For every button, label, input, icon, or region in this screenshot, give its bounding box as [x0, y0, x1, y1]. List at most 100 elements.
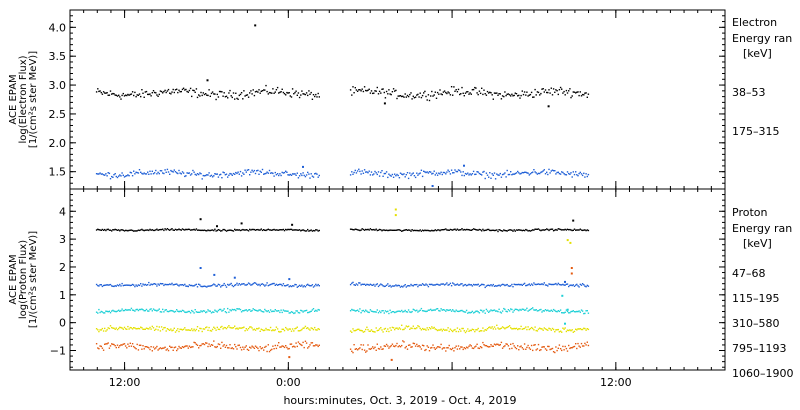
- data-point: [430, 283, 432, 286]
- data-point: [305, 230, 308, 232]
- legend-title: Energy ran: [732, 32, 792, 45]
- data-point: [307, 94, 309, 97]
- data-point: [571, 176, 573, 178]
- data-point: [304, 286, 307, 288]
- data-point: [489, 91, 491, 93]
- data-point: [467, 228, 469, 231]
- data-point: [570, 284, 572, 286]
- data-point: [187, 172, 189, 174]
- data-point: [155, 92, 157, 94]
- data-point: [254, 24, 257, 27]
- data-point: [258, 229, 260, 231]
- data-point: [131, 229, 134, 232]
- data-point: [223, 308, 225, 310]
- data-point: [376, 173, 378, 176]
- data-point: [433, 347, 435, 349]
- data-point: [368, 311, 370, 314]
- data-point: [164, 89, 166, 92]
- data-point: [105, 173, 107, 175]
- data-point: [555, 173, 557, 175]
- data-point: [504, 345, 506, 347]
- data-point: [571, 284, 573, 287]
- data-point: [562, 345, 564, 348]
- data-point: [568, 172, 570, 175]
- data-point: [468, 345, 470, 347]
- data-point: [463, 347, 465, 349]
- data-point: [203, 310, 206, 312]
- data-point: [457, 88, 460, 91]
- data-point: [167, 228, 170, 231]
- data-point: [529, 230, 532, 232]
- data-point: [462, 92, 464, 94]
- data-point: [280, 330, 282, 333]
- data-point: [184, 175, 186, 178]
- data-point: [425, 329, 427, 331]
- data-point: [166, 228, 169, 230]
- data-point: [236, 308, 238, 310]
- data-point: [317, 345, 319, 348]
- data-point: [156, 345, 158, 348]
- data-point: [528, 347, 530, 349]
- data-point: [380, 346, 382, 348]
- data-point: [462, 327, 464, 330]
- data-point: [97, 88, 99, 90]
- data-point: [225, 230, 228, 232]
- data-point: [404, 347, 406, 349]
- data-point: [298, 312, 301, 314]
- data-point: [135, 171, 137, 173]
- data-point: [163, 284, 165, 287]
- data-point: [174, 331, 177, 333]
- data-point: [546, 91, 548, 94]
- data-point: [116, 284, 119, 286]
- data-point: [180, 284, 182, 286]
- data-point: [417, 325, 419, 327]
- data-point: [142, 92, 144, 94]
- data-point: [293, 330, 295, 332]
- data-point: [555, 228, 557, 231]
- data-point: [308, 230, 310, 232]
- data-point: [442, 328, 445, 330]
- data-point: [301, 344, 303, 347]
- data-point: [454, 169, 456, 171]
- y-axis-label: log(Electron Flux): [18, 55, 29, 143]
- data-point: [448, 283, 450, 286]
- data-point: [245, 229, 247, 231]
- data-point: [514, 172, 516, 175]
- data-point: [412, 95, 414, 97]
- data-point: [104, 92, 106, 94]
- data-point: [478, 228, 481, 231]
- data-point: [475, 173, 477, 175]
- data-point: [264, 173, 266, 175]
- data-point: [576, 174, 578, 176]
- data-point: [573, 228, 576, 230]
- data-point: [184, 283, 186, 286]
- data-point: [278, 310, 280, 312]
- data-point: [293, 312, 295, 315]
- data-point: [418, 325, 420, 328]
- data-point: [351, 228, 353, 230]
- data-point: [399, 346, 402, 348]
- data-point: [186, 345, 188, 347]
- data-point: [317, 283, 319, 286]
- data-point: [488, 346, 490, 348]
- data-point: [484, 93, 486, 95]
- data-point: [464, 92, 467, 94]
- data-point: [469, 229, 471, 231]
- y-tick-label: 3.0: [49, 79, 67, 92]
- data-point: [361, 170, 363, 172]
- data-point: [398, 177, 401, 179]
- data-point: [235, 346, 237, 348]
- data-point: [118, 229, 120, 231]
- data-point: [540, 328, 542, 330]
- data-point: [566, 171, 569, 173]
- data-point: [353, 171, 355, 174]
- data-point: [361, 330, 363, 332]
- data-point: [554, 170, 556, 172]
- data-point: [481, 230, 483, 232]
- data-point: [246, 229, 249, 231]
- data-point: [413, 175, 416, 177]
- data-point: [257, 328, 259, 330]
- data-point: [257, 284, 259, 286]
- data-point: [99, 329, 101, 331]
- data-point: [548, 89, 550, 91]
